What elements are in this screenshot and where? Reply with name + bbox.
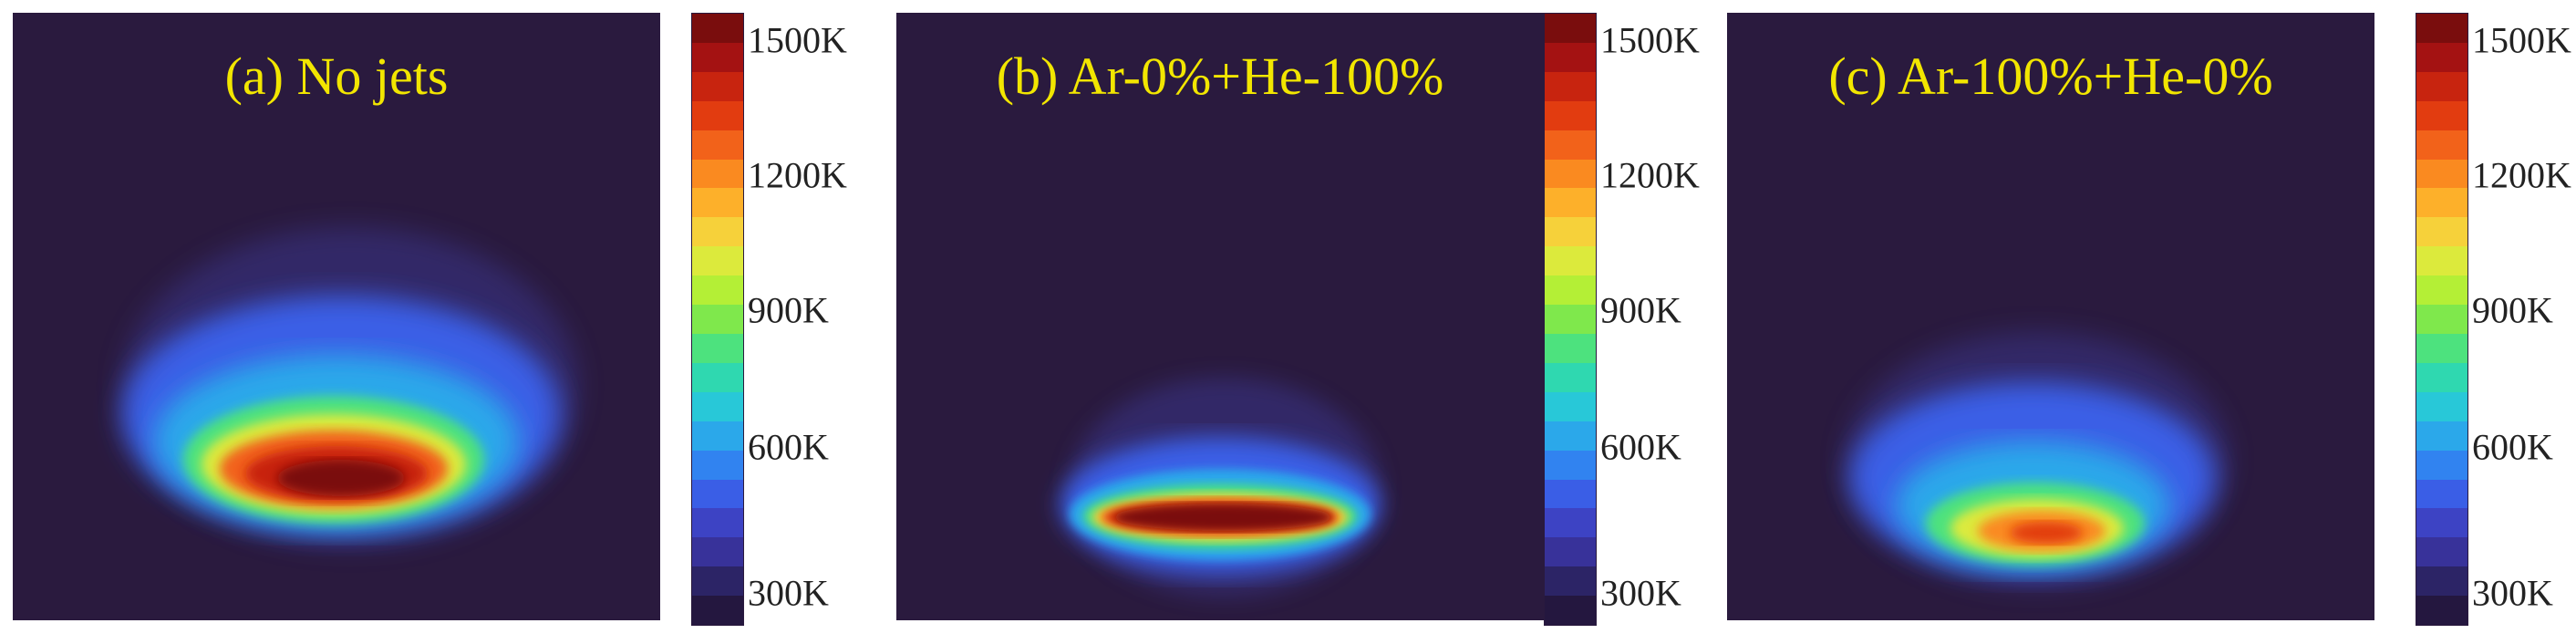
colorbar-segment bbox=[1545, 275, 1596, 306]
colorbar-segment bbox=[1545, 246, 1596, 276]
panel-c: (c) Ar-100%+He-0% bbox=[1727, 13, 2374, 620]
panel-title-a: (a) No jets bbox=[224, 47, 449, 106]
colorbar-c-tick-300: 300K bbox=[2472, 572, 2553, 614]
colorbar-c-tick-600: 600K bbox=[2472, 426, 2553, 468]
colorbar-segment bbox=[1545, 508, 1596, 538]
colorbar-segment bbox=[692, 14, 743, 43]
colorbar-segment bbox=[692, 217, 743, 247]
colorbar-segment bbox=[1545, 217, 1596, 247]
colorbar-segment bbox=[2416, 566, 2467, 597]
colorbar-segment bbox=[692, 450, 743, 480]
colorbar-segment bbox=[1545, 566, 1596, 597]
colorbar-segment bbox=[1545, 421, 1596, 451]
colorbar-segment bbox=[1545, 188, 1596, 218]
colorbar-segment bbox=[692, 246, 743, 276]
colorbar-segment bbox=[1545, 14, 1596, 43]
colorbar-b-tick-1200: 1200K bbox=[1600, 154, 1700, 196]
colorbar-segment bbox=[1545, 391, 1596, 421]
colorbar-segment bbox=[1545, 100, 1596, 130]
colorbar-segment bbox=[2416, 246, 2467, 276]
temperature-map-b bbox=[896, 13, 1544, 620]
colorbar-segment bbox=[692, 537, 743, 567]
colorbar-b-tick-900: 900K bbox=[1600, 289, 1681, 331]
colorbar-a-tick-300: 300K bbox=[748, 572, 829, 614]
colorbar-segment bbox=[692, 100, 743, 130]
colorbar-segment bbox=[1545, 362, 1596, 392]
colorbar-segment bbox=[692, 596, 743, 626]
colorbar-segment bbox=[2416, 14, 2467, 43]
panel-a: (a) No jets bbox=[13, 13, 660, 620]
colorbar-segment bbox=[1545, 537, 1596, 567]
colorbar-segment bbox=[1545, 479, 1596, 509]
colorbar-segment bbox=[692, 566, 743, 597]
colorbar-b bbox=[1544, 13, 1597, 626]
colorbar-segment bbox=[2416, 100, 2467, 130]
colorbar-segment bbox=[2416, 537, 2467, 567]
colorbar-segment bbox=[692, 188, 743, 218]
colorbar-c-tick-900: 900K bbox=[2472, 289, 2553, 331]
colorbar-segment bbox=[1545, 71, 1596, 101]
colorbar-segment bbox=[1545, 130, 1596, 160]
colorbar-segment bbox=[2416, 391, 2467, 421]
colorbar-segment bbox=[2416, 421, 2467, 451]
colorbar-segment bbox=[2416, 275, 2467, 306]
colorbar-segment bbox=[2416, 508, 2467, 538]
colorbar-segment bbox=[1545, 596, 1596, 626]
flame-image-a bbox=[122, 227, 578, 546]
colorbar-segment bbox=[2416, 217, 2467, 247]
colorbar-segment bbox=[692, 159, 743, 189]
colorbar-segment bbox=[692, 479, 743, 509]
colorbar-segment bbox=[692, 333, 743, 363]
colorbar-segment bbox=[2416, 333, 2467, 363]
flame-image-c bbox=[1846, 332, 2229, 587]
colorbar-a-tick-600: 600K bbox=[748, 426, 829, 468]
colorbar-segment bbox=[1545, 159, 1596, 189]
colorbar-segment bbox=[692, 508, 743, 538]
colorbar-segment bbox=[692, 42, 743, 72]
colorbar-segment bbox=[2416, 305, 2467, 334]
panel-title-c: (c) Ar-100%+He-0% bbox=[1828, 47, 2273, 106]
colorbar-segment bbox=[2416, 42, 2467, 72]
flame-image-b bbox=[1060, 378, 1380, 597]
colorbar-segment bbox=[2416, 159, 2467, 189]
panel-title-b: (b) Ar-0%+He-100% bbox=[996, 47, 1444, 106]
colorbar-segment bbox=[1545, 42, 1596, 72]
colorbar-segment bbox=[692, 305, 743, 334]
colorbar-a bbox=[691, 13, 744, 626]
colorbar-segment bbox=[1545, 450, 1596, 480]
colorbar-segment bbox=[692, 362, 743, 392]
colorbar-segment bbox=[2416, 450, 2467, 480]
colorbar-c bbox=[2416, 13, 2468, 626]
colorbar-segment bbox=[692, 421, 743, 451]
colorbar-c-tick-1500: 1500K bbox=[2472, 19, 2571, 61]
colorbar-segment bbox=[2416, 362, 2467, 392]
colorbar-segment bbox=[2416, 71, 2467, 101]
colorbar-segment bbox=[2416, 188, 2467, 218]
colorbar-b-tick-600: 600K bbox=[1600, 426, 1681, 468]
colorbar-segment bbox=[2416, 479, 2467, 509]
colorbar-segment bbox=[692, 391, 743, 421]
colorbar-segment bbox=[2416, 130, 2467, 160]
colorbar-segment bbox=[2416, 596, 2467, 626]
colorbar-b-tick-300: 300K bbox=[1600, 572, 1681, 614]
colorbar-segment bbox=[1545, 333, 1596, 363]
temperature-map-a bbox=[13, 13, 660, 620]
temperature-map-c bbox=[1727, 13, 2374, 620]
colorbar-segment bbox=[1545, 305, 1596, 334]
colorbar-a-tick-1500: 1500K bbox=[748, 19, 847, 61]
colorbar-a-tick-900: 900K bbox=[748, 289, 829, 331]
colorbar-segment bbox=[692, 71, 743, 101]
panel-b: (b) Ar-0%+He-100% bbox=[896, 13, 1544, 620]
colorbar-c-tick-1200: 1200K bbox=[2472, 154, 2571, 196]
colorbar-b-tick-1500: 1500K bbox=[1600, 19, 1700, 61]
colorbar-a-tick-1200: 1200K bbox=[748, 154, 847, 196]
colorbar-segment bbox=[692, 130, 743, 160]
colorbar-segment bbox=[692, 275, 743, 306]
